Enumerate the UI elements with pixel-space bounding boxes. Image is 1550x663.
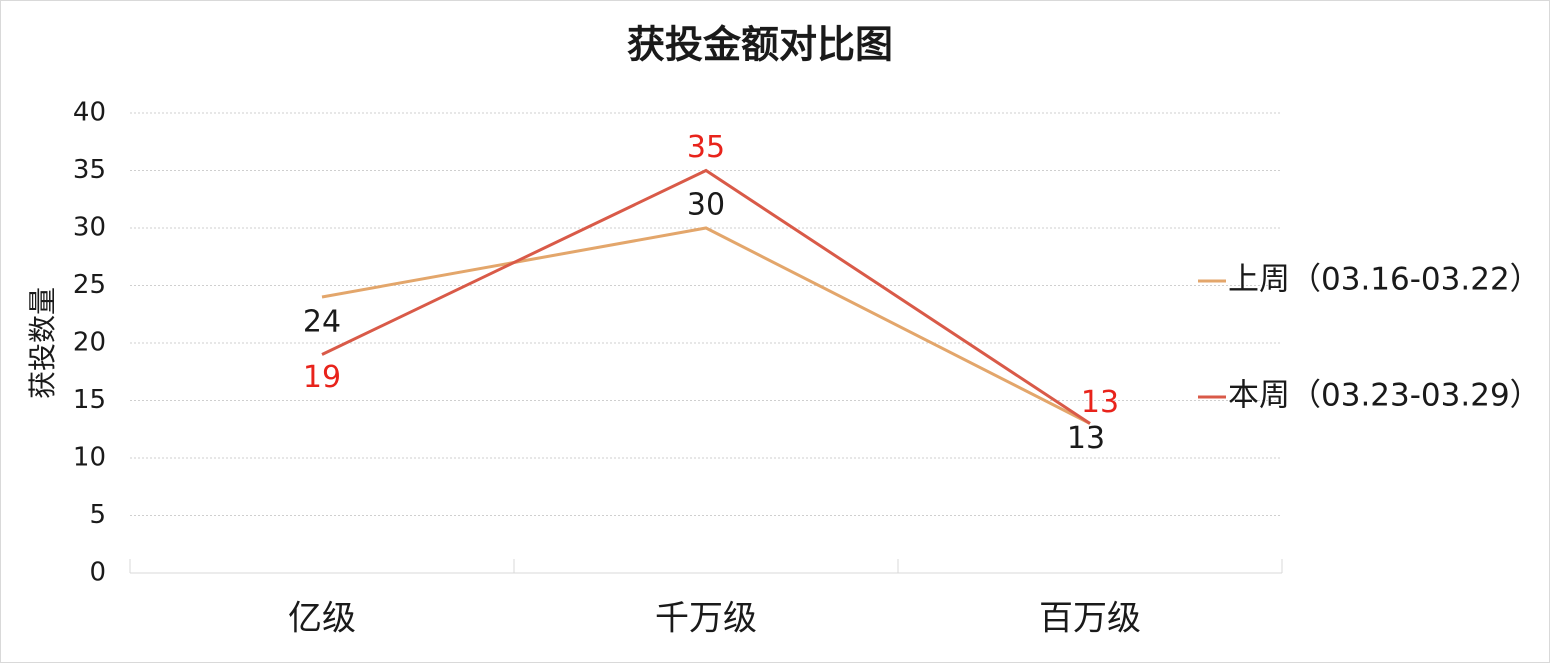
y-tick-label: 5 xyxy=(89,500,106,530)
y-tick-label: 25 xyxy=(73,270,106,300)
x-tick-label: 亿级 xyxy=(288,599,356,639)
data-label: 24 xyxy=(303,305,341,340)
y-tick-label: 35 xyxy=(73,155,106,185)
data-label: 13 xyxy=(1081,385,1119,420)
data-label: 35 xyxy=(687,130,725,165)
y-tick-label: 20 xyxy=(73,328,106,358)
series-line xyxy=(321,226,1091,425)
chart-title: 获投金额对比图 xyxy=(627,23,893,67)
x-tick-label: 百万级 xyxy=(1039,599,1141,639)
y-axis-label: 获投数量 xyxy=(26,287,59,399)
y-tick-label: 0 xyxy=(89,558,106,588)
y-tick-label: 40 xyxy=(73,98,106,128)
y-tick-label: 15 xyxy=(73,385,106,415)
y-tick-label: 30 xyxy=(73,213,106,243)
x-tick-label: 千万级 xyxy=(655,599,757,639)
series-line xyxy=(321,168,1091,425)
y-tick-label: 10 xyxy=(73,443,106,473)
legend-label: 上周（03.16-03.22） xyxy=(1228,262,1541,298)
legend-label: 本周（03.23-03.29） xyxy=(1228,378,1541,414)
data-label: 19 xyxy=(303,360,341,395)
data-label: 13 xyxy=(1067,421,1105,456)
data-label: 30 xyxy=(687,188,725,223)
